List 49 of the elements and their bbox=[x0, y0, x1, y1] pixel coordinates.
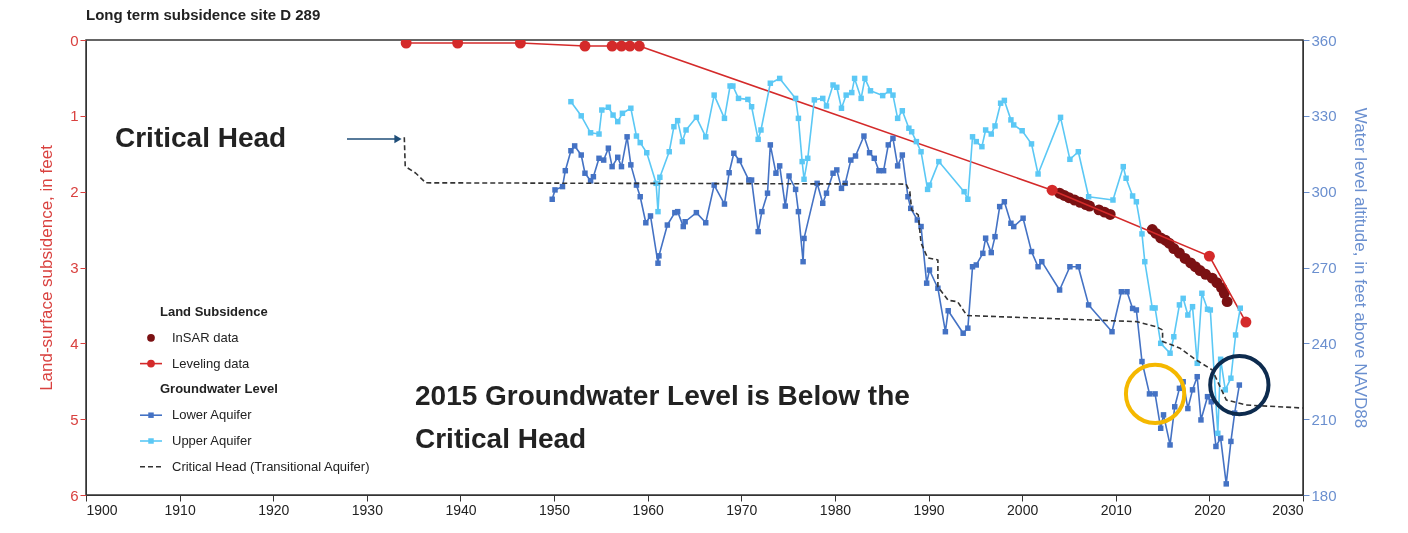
y-tick-label: 3 bbox=[70, 259, 79, 276]
x-tick-label: 1970 bbox=[726, 501, 758, 518]
annotation: Groundwater Level bbox=[160, 381, 278, 397]
point bbox=[400, 40, 412, 49]
point bbox=[1240, 316, 1252, 328]
x-tick-label: 1950 bbox=[539, 501, 571, 518]
legend-label: Upper Aquifer bbox=[172, 433, 253, 448]
chart-title: Long term subsidence site D 289 bbox=[86, 6, 321, 23]
x-tick-label: 2010 bbox=[1100, 501, 1133, 518]
point bbox=[514, 40, 526, 49]
y2-tick-label: 210 bbox=[1311, 410, 1337, 428]
legend-label: Lower Aquifer bbox=[172, 407, 253, 423]
y-tick-label: 5 bbox=[70, 410, 79, 428]
y2-tick-label: 240 bbox=[1311, 334, 1337, 352]
y2-tick-label: 360 bbox=[1311, 31, 1337, 49]
point bbox=[1221, 296, 1233, 308]
legend-title: Land Subsidence bbox=[160, 304, 268, 319]
x-tick-label: 1940 bbox=[445, 501, 477, 518]
y-tick-label: 6 bbox=[70, 486, 79, 504]
point bbox=[579, 40, 591, 52]
point bbox=[1046, 184, 1058, 196]
y-axis-title: Land-surface subsidence, in feet bbox=[37, 144, 57, 391]
y-tick-label: 2 bbox=[70, 183, 79, 201]
legend-label: Critical Head (Transitional Aquifer) bbox=[172, 458, 370, 474]
x-tick-label: 1990 bbox=[913, 501, 945, 518]
y2-tick-label: 330 bbox=[1311, 107, 1337, 125]
point bbox=[633, 40, 645, 52]
y2-tick-label: 270 bbox=[1311, 259, 1337, 276]
y2-axis-title: Water level altitude, in feet above NAVD88 bbox=[1350, 107, 1370, 429]
x-tick-label: 1900 bbox=[86, 501, 118, 518]
x-tick-label: 2000 bbox=[1007, 501, 1039, 518]
y2-tick-label: 180 bbox=[1311, 486, 1337, 504]
y-tick-label: 0 bbox=[70, 31, 79, 49]
x-tick-label: 2020 bbox=[1194, 501, 1226, 518]
point bbox=[452, 40, 464, 49]
legend-label: Leveling data bbox=[172, 355, 251, 371]
point bbox=[1203, 250, 1215, 262]
y2-tick-label: 300 bbox=[1311, 183, 1337, 201]
x-tick-label: 1980 bbox=[819, 501, 852, 518]
y-tick-label: 1 bbox=[70, 107, 79, 125]
x-tick-label: 2030 bbox=[1272, 501, 1304, 518]
x-tick-label: 1910 bbox=[164, 501, 196, 518]
y-tick-label: 4 bbox=[70, 334, 79, 352]
x-tick-label: 1930 bbox=[351, 501, 384, 518]
annotation: Critical Head bbox=[115, 122, 287, 153]
x-tick-label: 1920 bbox=[258, 501, 290, 518]
x-tick-label: 1960 bbox=[632, 501, 664, 518]
legend-label: InSAR data bbox=[172, 329, 240, 345]
annotation: 2015 Groundwater Level is Below the Critical Head bbox=[415, 380, 910, 454]
